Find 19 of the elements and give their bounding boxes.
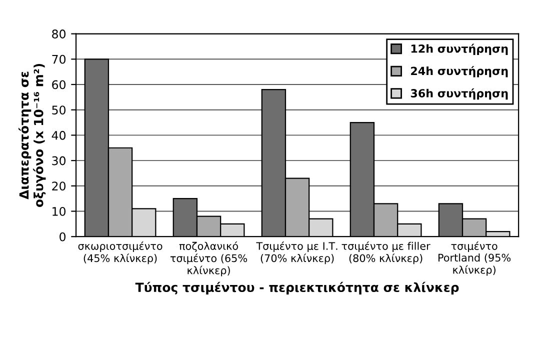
- y-tick-label: 0: [60, 232, 66, 242]
- x-tick-label: τσιμέντο Portland (95% κλίνκερ): [438, 241, 511, 276]
- y-tick-label: 50: [52, 106, 66, 115]
- y-tick-label: 30: [52, 156, 66, 166]
- y-tick-label: 80: [52, 30, 66, 38]
- x-tick-label: Τσιμέντο με Ι.Τ. (70% κλίνκερ): [256, 241, 338, 264]
- x-tick-label: ποζολανικό τσιμέντο (65% κλίνκερ): [170, 241, 248, 276]
- y-tick-label: 70: [52, 54, 66, 64]
- y-tick-label: 40: [52, 130, 66, 140]
- x-axis-title: Τύπος τσιμέντου - περιεκτικότητα σε κλίνκερ: [135, 282, 459, 294]
- x-tick-label: τσιμέντο με filler (80% κλίνκερ): [342, 241, 430, 264]
- legend-label: 24h συντήρηση: [411, 66, 508, 78]
- y-tick-label: 10: [52, 206, 66, 216]
- y-tick-label: 60: [52, 80, 66, 90]
- legend-label: 36h συντήρηση: [410, 88, 508, 100]
- x-tick-label: σκωριοτσιμέντο (45% κλίνκερ): [78, 241, 162, 264]
- legend-label: 12h συντήρηση: [411, 44, 508, 55]
- y-axis-title: Διαπερατότητα σε οξυγόνο (x 10⁻¹⁶ m²): [18, 64, 46, 207]
- y-tick-label: 20: [52, 182, 66, 191]
